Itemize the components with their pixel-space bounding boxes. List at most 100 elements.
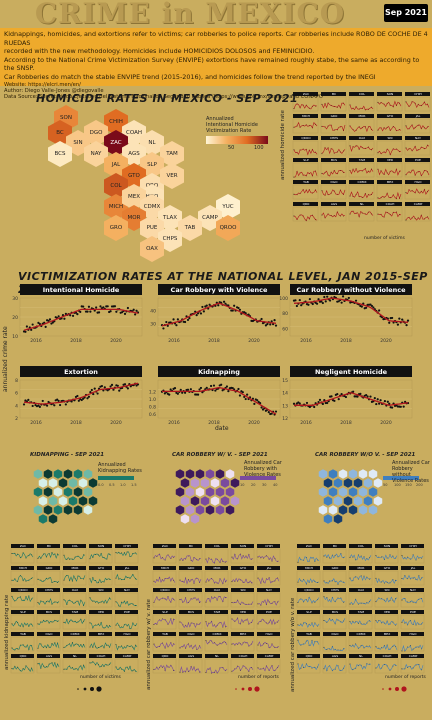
- mini-hex: [338, 486, 348, 498]
- legend-line: Robbery with: [244, 466, 277, 472]
- data-point: [57, 315, 60, 318]
- size-legend-dot: [395, 687, 399, 691]
- data-point: [294, 299, 297, 302]
- state-panel: BCS: [320, 158, 347, 178]
- kidnapping-legend: Annualized Kidnapping Rates: [98, 462, 142, 474]
- x-tick-label: 2016: [168, 338, 180, 344]
- mini-hex: [58, 495, 68, 507]
- data-point: [328, 299, 332, 302]
- mini-hex: [333, 495, 343, 507]
- panel-label: SON: [384, 544, 391, 548]
- state-panel: PUE: [404, 158, 431, 178]
- data-point: [41, 399, 44, 403]
- y-tick-label: 6: [15, 391, 18, 397]
- data-point: [172, 318, 175, 321]
- data-point: [102, 306, 105, 309]
- size-legend-dot: [77, 688, 79, 690]
- mini-hex: [43, 504, 53, 516]
- mini-legend-tick: 150: [405, 483, 412, 487]
- state-panel: SIN: [88, 588, 113, 608]
- state-panel: COL: [348, 92, 375, 112]
- legend-line: Violence Rates: [392, 478, 429, 484]
- panel-label: PUE: [124, 610, 130, 614]
- legend-color-bar: [206, 136, 268, 144]
- mini-hex: [180, 477, 190, 489]
- state-panel: MICH: [152, 566, 177, 586]
- panel-label: SIN: [387, 136, 392, 140]
- data-point: [79, 310, 82, 314]
- mini-legend-tick: 100: [394, 483, 401, 487]
- y-tick-label: 2: [15, 416, 18, 422]
- mini-hex: [333, 513, 343, 525]
- chart-title: Car Robbery without Violence: [296, 286, 406, 294]
- state-panel: CHPS: [320, 136, 347, 156]
- panel-label: JAL: [415, 114, 421, 118]
- data-point: [69, 314, 72, 317]
- state-panel: SON: [88, 544, 113, 564]
- state-panel: TAB: [152, 632, 177, 652]
- panel-label: CDMX: [70, 632, 79, 636]
- panel-label: OAX: [214, 588, 220, 592]
- data-point: [31, 323, 34, 326]
- mini-hex: [358, 504, 368, 516]
- mini-hex: [373, 477, 383, 489]
- panel-label: PUE: [410, 610, 416, 614]
- state-panel: COL: [348, 544, 373, 564]
- panel-label: GTO: [240, 566, 247, 570]
- panel-label: CHIH: [265, 544, 273, 548]
- panel-label: GRO: [331, 114, 338, 118]
- state-panel: MOR: [348, 114, 375, 134]
- kidnapping-map-title: KIDNAPPING - SEP 2021: [30, 452, 105, 458]
- y-tick-label: 13: [282, 403, 288, 409]
- data-point: [396, 323, 399, 326]
- data-point: [86, 310, 89, 313]
- mini-hex: [185, 504, 195, 516]
- data-point: [202, 310, 205, 313]
- chart-title: Extortion: [64, 368, 98, 376]
- mini-hex: [83, 486, 93, 498]
- mini-hexmap: 50 100 150 200: [318, 468, 423, 525]
- data-point: [113, 305, 117, 308]
- mini-hex: [38, 513, 48, 525]
- state-panel: DGO: [36, 632, 61, 652]
- mini-hex: [210, 495, 220, 507]
- y-tick-label: 4: [15, 403, 18, 409]
- mini-hex: [225, 486, 235, 498]
- data-point: [76, 394, 79, 398]
- panel-label: CHIH: [414, 92, 422, 96]
- y-tick-label: 30: [150, 321, 156, 327]
- state-panel: MEX: [374, 632, 399, 652]
- data-point: [30, 328, 33, 331]
- data-point: [399, 405, 402, 408]
- data-point: [372, 306, 375, 309]
- panel-label: COL: [358, 544, 364, 548]
- trend-line: [293, 297, 409, 323]
- x-tick-label: 2018: [208, 420, 220, 424]
- state-panel: CDMX: [204, 632, 229, 652]
- mini-hex: [185, 486, 195, 498]
- panel-label: CHIH: [123, 544, 131, 548]
- data-point: [317, 400, 320, 404]
- data-point: [86, 397, 89, 400]
- state-panel: GTO: [374, 566, 399, 586]
- mini-legend-tick: 0.5: [109, 483, 115, 487]
- legend-title-line: Victimization Rate: [206, 128, 252, 134]
- size-legend-dot: [382, 688, 384, 690]
- mini-legend-tick: 30: [262, 483, 266, 487]
- panel-label: MEX: [98, 632, 105, 636]
- state-panel: NL: [348, 202, 375, 222]
- data-point: [398, 317, 401, 320]
- mini-hex: [323, 513, 333, 525]
- panel-label: ZAC: [303, 92, 309, 96]
- panel-label: QRO: [306, 654, 313, 658]
- mini-hex: [343, 495, 353, 507]
- y-tick-label: 15: [282, 378, 288, 384]
- data-point: [256, 399, 259, 402]
- data-point: [246, 393, 249, 396]
- data-point: [95, 306, 98, 309]
- y-tick-label: 8: [15, 378, 18, 384]
- mini-hex: [368, 504, 378, 516]
- panel-label: NL: [73, 654, 77, 658]
- x-tick-label: 2016: [300, 420, 312, 424]
- state-panel: ZAC: [152, 544, 177, 564]
